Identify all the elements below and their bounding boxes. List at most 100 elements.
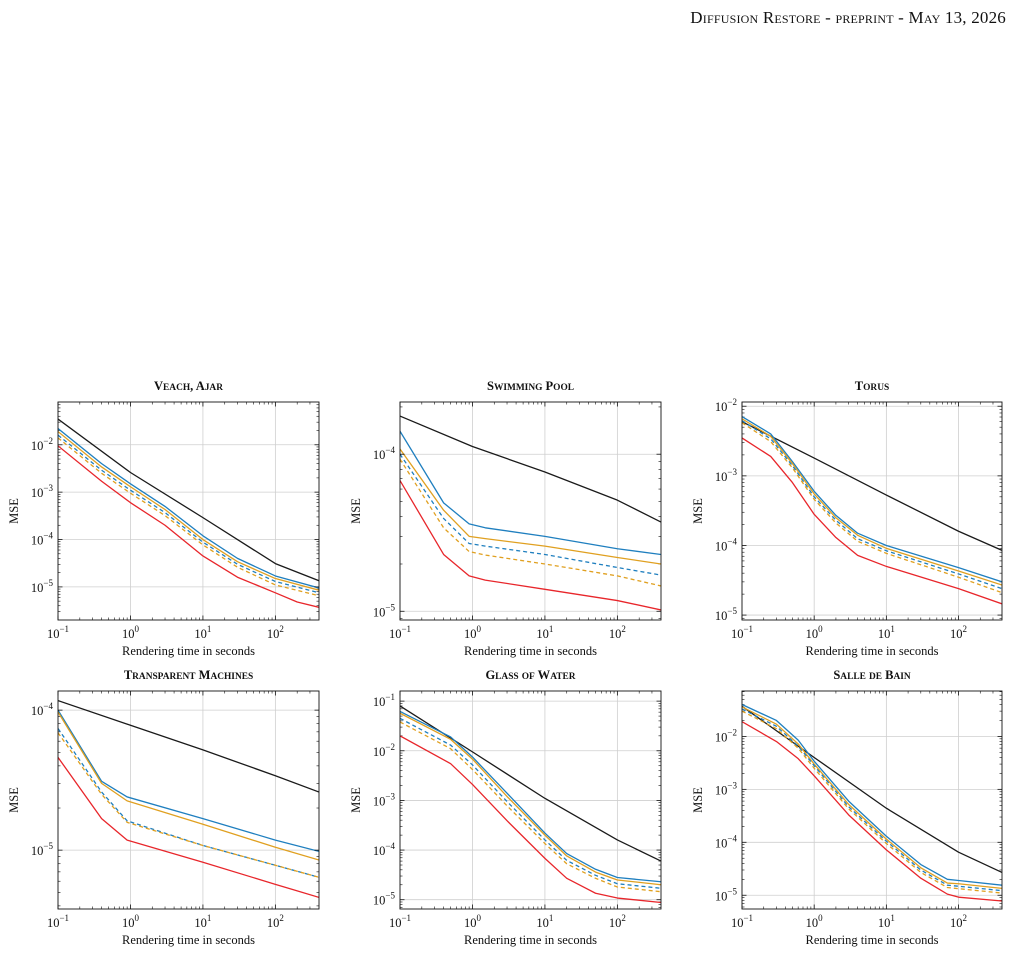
series-line-blue: [400, 710, 661, 883]
x-tick-label: 100: [122, 624, 140, 641]
series-line-orange: [58, 431, 319, 591]
y-tick-label: 10−4: [373, 841, 396, 858]
x-axis-label: Rendering time in seconds: [464, 933, 597, 947]
chart-title: SALLE DE BAIN: [833, 668, 911, 682]
series-line-red: [400, 735, 661, 904]
y-tick-label: 10−2: [715, 727, 737, 744]
y-axis-label: MSE: [349, 787, 363, 813]
chart-panel: 10−1 100 101 102 10−5 10−4 10−3 10−2 TORUS Render…: [691, 379, 1003, 658]
x-tick-label: 101: [878, 913, 895, 930]
header-separator-1: -: [820, 8, 836, 27]
series-line-blue-dashed: [400, 453, 661, 576]
plot-frame: [741, 401, 1003, 621]
chart-panel: 10−1 100 101 102 10−5 10−4 10−3 10−2 SALLE DE BA…: [691, 668, 1003, 947]
series-group: [742, 416, 1002, 605]
series-line-blue-dashed: [400, 717, 661, 889]
x-axis-label: Rendering time in seconds: [122, 933, 255, 947]
series-line-orange-dashed: [58, 732, 319, 878]
y-tick-label: 10−4: [715, 833, 738, 850]
x-tick-label: 10−1: [389, 913, 411, 930]
x-axis-label: Rendering time in seconds: [464, 644, 597, 658]
chart-title: TRANSPARENT MACHINES: [124, 668, 253, 682]
x-tick-label: 101: [878, 624, 895, 641]
plot-frame: [57, 690, 320, 910]
x-tick-label: 101: [194, 624, 211, 641]
series-line-blue-dashed: [742, 420, 1002, 590]
series-group: [400, 705, 661, 904]
x-tick-label: 102: [609, 624, 626, 641]
x-tick-label: 101: [536, 913, 553, 930]
y-tick-label: 10−3: [31, 483, 54, 500]
series-line-blue: [400, 430, 661, 556]
y-tick-label: 10−3: [715, 467, 738, 484]
y-tick-label: 10−3: [715, 780, 738, 797]
chart-title: TORUS: [855, 379, 889, 393]
header-separator-2: -: [893, 8, 909, 27]
chart-title: SWIMMING POOL: [487, 379, 574, 393]
chart-title: VEACH, AJAR: [154, 379, 223, 393]
series-line-blue-dashed: [58, 728, 319, 878]
y-tick-label: 10−4: [31, 531, 54, 548]
series-line-red: [742, 721, 1002, 902]
series-line-orange: [742, 418, 1002, 586]
y-axis-label: MSE: [7, 498, 21, 524]
series-group: [58, 699, 319, 899]
plot-frame: [57, 401, 320, 621]
x-tick-label: 10−1: [389, 624, 411, 641]
series-line-black: [58, 418, 319, 582]
series-line-orange-dashed: [400, 458, 661, 587]
x-tick-label: 100: [464, 624, 482, 641]
chart-title: GLASS OF WATER: [485, 668, 575, 682]
y-tick-label: 10−4: [715, 536, 738, 553]
series-group: [58, 418, 319, 608]
x-tick-label: 100: [806, 913, 824, 930]
series-line-red: [58, 756, 319, 899]
paper-title: Diffusion Restore: [690, 8, 821, 27]
series-line-orange: [742, 706, 1002, 889]
y-tick-label: 10−1: [373, 692, 395, 709]
x-tick-label: 102: [950, 624, 967, 641]
y-tick-label: 10−5: [715, 886, 738, 903]
series-group: [400, 415, 661, 611]
series-line-orange: [400, 712, 661, 886]
header-date: May 13, 2026: [908, 8, 1006, 27]
x-axis-label: Rendering time in seconds: [806, 933, 939, 947]
series-group: [742, 703, 1002, 902]
plot-frame: [399, 690, 662, 910]
series-line-black: [58, 699, 319, 793]
series-line-orange: [58, 711, 319, 861]
x-tick-label: 101: [194, 913, 211, 930]
x-tick-label: 10−1: [47, 913, 69, 930]
x-tick-label: 10−1: [731, 624, 753, 641]
series-line-red: [400, 480, 661, 611]
y-tick-label: 10−2: [715, 397, 737, 414]
y-tick-label: 10−5: [31, 841, 54, 858]
x-tick-label: 102: [267, 624, 284, 641]
series-line-red: [742, 437, 1002, 605]
series-line-black: [742, 421, 1002, 551]
y-axis-label: MSE: [7, 787, 21, 813]
plot-frame: [741, 690, 1003, 910]
series-line-blue: [58, 709, 319, 853]
y-tick-label: 10−5: [31, 578, 54, 595]
y-axis-label: MSE: [349, 498, 363, 524]
preprint-label: preprint: [835, 8, 894, 27]
x-tick-label: 102: [609, 913, 626, 930]
series-line-orange-dashed: [58, 437, 319, 597]
series-line-red: [58, 445, 319, 608]
x-tick-label: 10−1: [731, 913, 753, 930]
chart-panel: 10−1 100 101 102 10−5 10−4 10−3 10−2 VEACH, AJAR…: [7, 379, 320, 658]
y-tick-label: 10−5: [373, 891, 396, 908]
y-tick-label: 10−4: [373, 445, 396, 462]
chart-panel: 10−1 100 101 102 10−5 10−4 TRANSPARENT MACHINE…: [7, 668, 320, 947]
x-tick-label: 102: [950, 913, 967, 930]
running-header: Diffusion Restore - preprint - May 13, 2…: [690, 8, 1006, 28]
series-line-blue: [742, 703, 1002, 886]
y-tick-label: 10−4: [31, 701, 54, 718]
series-line-blue-dashed: [58, 434, 319, 594]
series-line-orange-dashed: [400, 721, 661, 893]
plot-frame: [399, 401, 662, 621]
y-axis-label: MSE: [691, 498, 705, 524]
series-line-orange: [400, 448, 661, 565]
